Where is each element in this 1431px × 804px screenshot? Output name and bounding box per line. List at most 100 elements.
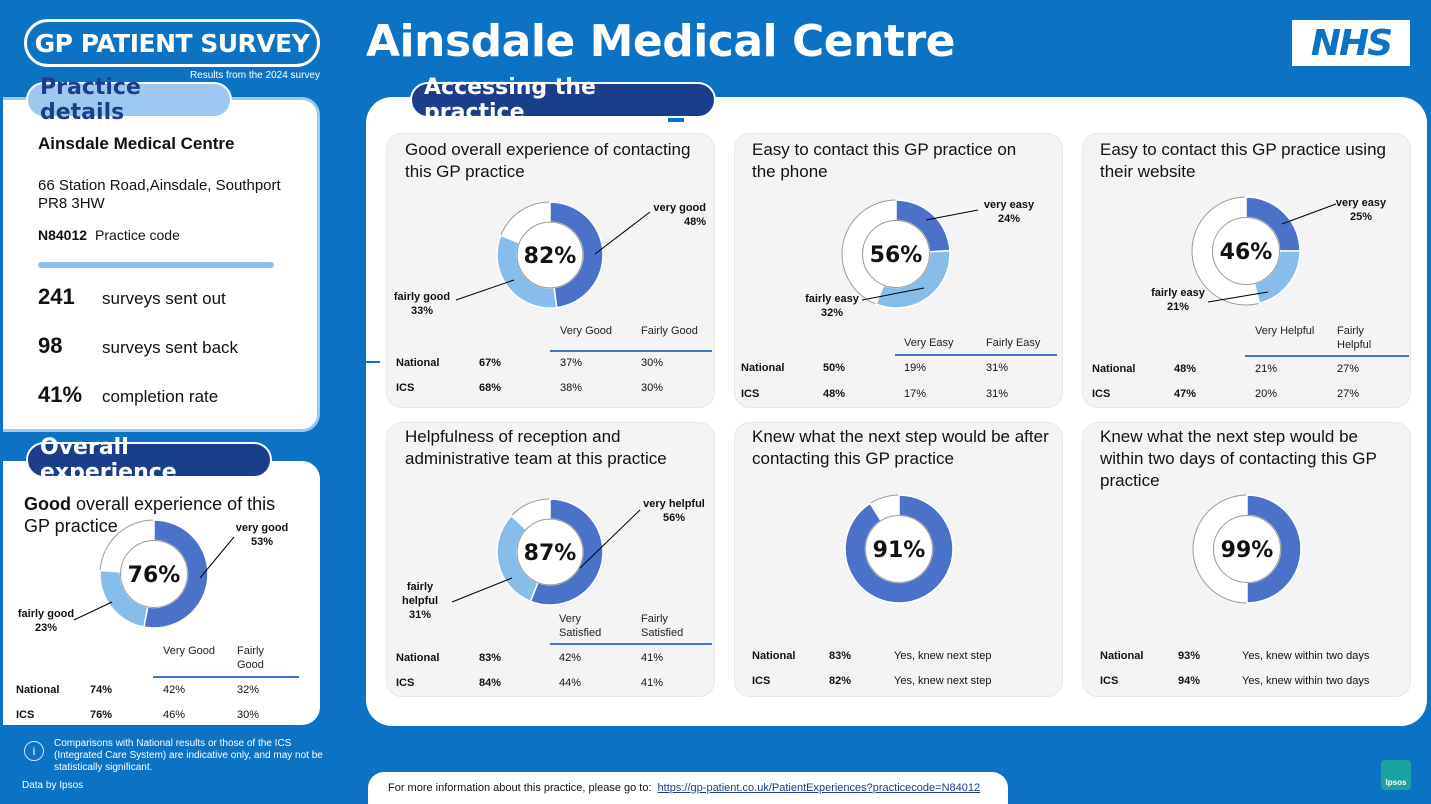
row-c1: Yes, knew next step bbox=[894, 675, 992, 687]
card-title: Easy to contact this GP practice using t… bbox=[1100, 140, 1386, 181]
card-title: Knew what the next step would be after c… bbox=[752, 427, 1049, 468]
practice-link[interactable]: https://gp-patient.co.uk/PatientExperien… bbox=[657, 782, 981, 794]
row-label: National bbox=[396, 357, 440, 369]
row-label: National bbox=[396, 652, 440, 664]
donut-chart: 99% bbox=[1192, 494, 1302, 604]
row-c2: 41% bbox=[641, 677, 664, 689]
row-total: 83% bbox=[479, 652, 502, 664]
row-total: 93% bbox=[1178, 650, 1201, 662]
nhs-logo: NHS bbox=[1292, 20, 1410, 66]
oe-row-c1: 42% bbox=[163, 684, 186, 696]
stat-surveys-back: 98 surveys sent back bbox=[38, 333, 239, 358]
oe-row-label: ICS bbox=[16, 709, 35, 721]
donut-center-value: 46% bbox=[1220, 240, 1273, 265]
row-c1: 44% bbox=[559, 677, 582, 689]
donut-center-value: 76% bbox=[128, 563, 181, 588]
oe-table-line bbox=[153, 676, 299, 678]
more-info-text: For more information about this practice… bbox=[388, 782, 652, 794]
row-c1: 38% bbox=[560, 382, 583, 394]
row-c2: 31% bbox=[986, 362, 1009, 374]
practice-details-heading: Practice details bbox=[26, 75, 232, 125]
col2-header: Fairly Satisfied bbox=[641, 613, 684, 639]
gp-survey-logo: GP PATIENT SURVEY bbox=[24, 19, 320, 67]
donut-hole bbox=[865, 515, 933, 583]
donut-center-value: 87% bbox=[524, 541, 577, 566]
donut-chart: 46% bbox=[1191, 196, 1301, 306]
card-title: Good overall experience of contacting th… bbox=[405, 140, 691, 181]
table-line bbox=[1245, 355, 1409, 357]
row-total: 84% bbox=[479, 677, 502, 689]
col1-header: Very Good bbox=[560, 325, 612, 337]
practice-code: N84012 Practice code bbox=[38, 227, 180, 243]
survey-subtitle: Results from the 2024 survey bbox=[189, 70, 320, 81]
row-c1: Yes, knew within two days bbox=[1242, 650, 1370, 662]
card-title: Knew what the next step would be within … bbox=[1100, 427, 1377, 490]
donut-hole bbox=[516, 221, 584, 289]
row-total: 68% bbox=[479, 382, 502, 394]
oe-seg2-label: fairly good 23% bbox=[17, 608, 75, 634]
card-title: Helpfulness of reception and administrat… bbox=[405, 427, 667, 468]
donut-chart: 82% bbox=[496, 201, 604, 309]
row-c1: 21% bbox=[1255, 363, 1278, 375]
row-c2: 31% bbox=[986, 388, 1009, 400]
info-icon: i bbox=[24, 741, 44, 761]
table-line bbox=[550, 350, 712, 352]
seg1-label: very easy 24% bbox=[983, 199, 1035, 225]
seg1-label: very helpful 56% bbox=[643, 498, 705, 524]
oe-row-total: 76% bbox=[90, 709, 113, 721]
row-total: 82% bbox=[829, 675, 852, 687]
page-title: Ainsdale Medical Centre bbox=[366, 16, 956, 67]
donut-hole bbox=[1213, 515, 1281, 583]
row-c1: Yes, knew within two days bbox=[1242, 675, 1370, 687]
oe-row-c2: 32% bbox=[237, 684, 260, 696]
donut-center-value: 82% bbox=[524, 244, 577, 269]
row-c1: 42% bbox=[559, 652, 582, 664]
accessing-practice-heading: Accessing the practice bbox=[410, 75, 716, 125]
oe-col1-header: Very Good bbox=[163, 645, 215, 657]
donut-center-value: 56% bbox=[870, 243, 923, 268]
col2-header: Fairly Good bbox=[641, 325, 698, 337]
col1-header: Very Satisfied bbox=[559, 613, 602, 639]
donut-center-value: 91% bbox=[873, 538, 926, 563]
data-by-ipsos: Data by Ipsos bbox=[22, 780, 84, 791]
row-label: ICS bbox=[752, 675, 771, 687]
seg2-label: fairly good 33% bbox=[393, 291, 451, 317]
row-c2: 27% bbox=[1337, 388, 1360, 400]
donut-center-value: 99% bbox=[1221, 538, 1274, 563]
donut-hole bbox=[120, 540, 188, 608]
practice-address: 66 Station Road,Ainsdale, Southport PR8 … bbox=[38, 177, 281, 212]
divider-bar bbox=[38, 262, 274, 268]
stat-completion-rate: 41% completion rate bbox=[38, 382, 219, 407]
row-label: National bbox=[1092, 363, 1136, 375]
donut-hole bbox=[862, 220, 930, 288]
overall-experience-heading: Overall experience bbox=[26, 435, 272, 485]
seg1-label: very easy 25% bbox=[1335, 197, 1387, 223]
row-total: 50% bbox=[823, 362, 846, 374]
row-c1: 17% bbox=[904, 388, 927, 400]
stat-surveys-sent: 241 surveys sent out bbox=[38, 284, 226, 309]
row-c2: 30% bbox=[641, 357, 664, 369]
seg1-label: very good 48% bbox=[653, 202, 706, 228]
row-total: 47% bbox=[1174, 388, 1197, 400]
row-label: National bbox=[752, 650, 796, 662]
donut-chart: 56% bbox=[841, 199, 951, 309]
table-line bbox=[895, 354, 1057, 356]
oe-row-label: National bbox=[16, 684, 60, 696]
row-label: ICS bbox=[1092, 388, 1111, 400]
oe-row-total: 74% bbox=[90, 684, 113, 696]
overall-experience-donut: 76% bbox=[99, 519, 209, 629]
comparison-note: Comparisons with National results or tho… bbox=[54, 738, 323, 773]
seg2-label: fairly easy 32% bbox=[805, 293, 859, 319]
col1-header: Very Helpful bbox=[1255, 325, 1315, 337]
panel-connector bbox=[366, 361, 380, 363]
donut-chart: 87% bbox=[496, 498, 604, 606]
row-total: 67% bbox=[479, 357, 502, 369]
row-total: 94% bbox=[1178, 675, 1201, 687]
row-c2: 30% bbox=[641, 382, 664, 394]
row-c1: Yes, knew next step bbox=[894, 650, 992, 662]
card-title: Easy to contact this GP practice on the … bbox=[752, 140, 1017, 181]
more-info-bar: For more information about this practice… bbox=[368, 772, 1008, 804]
row-c1: 37% bbox=[560, 357, 583, 369]
col1-header: Very Easy bbox=[904, 337, 954, 349]
row-c2: 41% bbox=[641, 652, 664, 664]
